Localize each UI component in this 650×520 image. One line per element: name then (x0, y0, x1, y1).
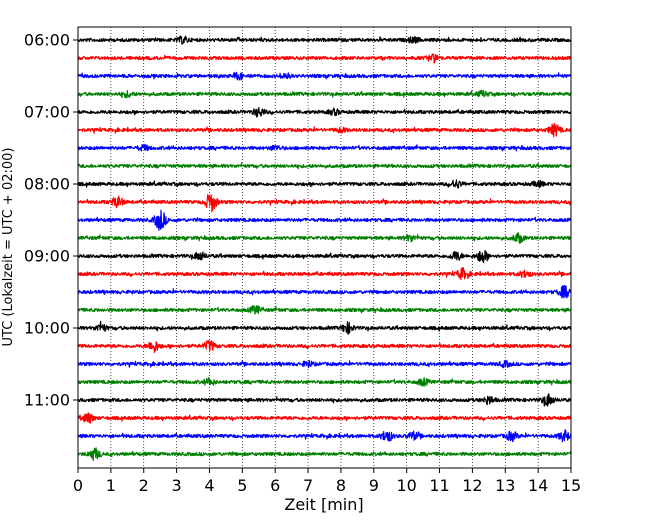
y-tick-label: 10:00 (24, 319, 70, 338)
trace-line (77, 179, 572, 189)
x-tick-label: 3 (172, 476, 182, 495)
y-tick-label: 11:00 (24, 391, 70, 410)
trace-line (77, 305, 572, 315)
trace-line (77, 267, 572, 281)
y-ticks: 06:00 07:00 08:00 09:00 10:00 11:00 (24, 31, 78, 410)
trace-line (77, 106, 572, 118)
x-tick-label: 0 (73, 476, 83, 495)
trace-line (77, 393, 572, 407)
trace-line (77, 53, 572, 64)
x-tick-label: 11 (429, 476, 449, 495)
x-tick-label: 4 (204, 476, 214, 495)
trace-line (77, 429, 572, 443)
trace-line (77, 232, 572, 244)
y-tick-label: 06:00 (24, 31, 70, 50)
trace-line (77, 447, 572, 462)
x-axis-label: Zeit [min] (284, 495, 363, 514)
trace-lines (77, 35, 572, 462)
y-tick-label: 07:00 (24, 103, 70, 122)
trace-line (77, 71, 572, 81)
x-ticks: 0 1 2 3 4 5 6 7 8 9 10 11 12 13 14 15 (73, 468, 581, 495)
y-axis-label: UTC (Lokalzeit = UTC + 02:00) (1, 148, 16, 347)
y-tick-label: 09:00 (24, 247, 70, 266)
trace-line (77, 122, 572, 138)
x-tick-label: 2 (139, 476, 149, 495)
y-tick-label: 08:00 (24, 175, 70, 194)
trace-line (77, 320, 572, 335)
trace-line (77, 89, 572, 99)
x-tick-label: 8 (336, 476, 346, 495)
x-tick-label: 14 (528, 476, 548, 495)
x-tick-label: 12 (462, 476, 482, 495)
trace-line (77, 35, 572, 45)
trace-line (77, 285, 572, 299)
trace-line (77, 412, 572, 424)
trace-line (77, 249, 572, 264)
x-tick-label: 6 (270, 476, 280, 495)
x-tick-label: 1 (106, 476, 116, 495)
trace-line (77, 209, 572, 231)
x-tick-label: 15 (561, 476, 581, 495)
trace-line (77, 377, 572, 387)
trace-line (77, 359, 572, 369)
trace-line (77, 162, 572, 170)
x-tick-label: 9 (369, 476, 379, 495)
x-tick-label: 13 (495, 476, 515, 495)
trace-line (77, 143, 572, 152)
x-tick-label: 10 (396, 476, 416, 495)
x-tick-label: 5 (237, 476, 247, 495)
trace-line (77, 340, 572, 354)
plot-frame (77, 26, 572, 469)
x-tick-label: 7 (303, 476, 313, 495)
trace-line (77, 194, 572, 213)
